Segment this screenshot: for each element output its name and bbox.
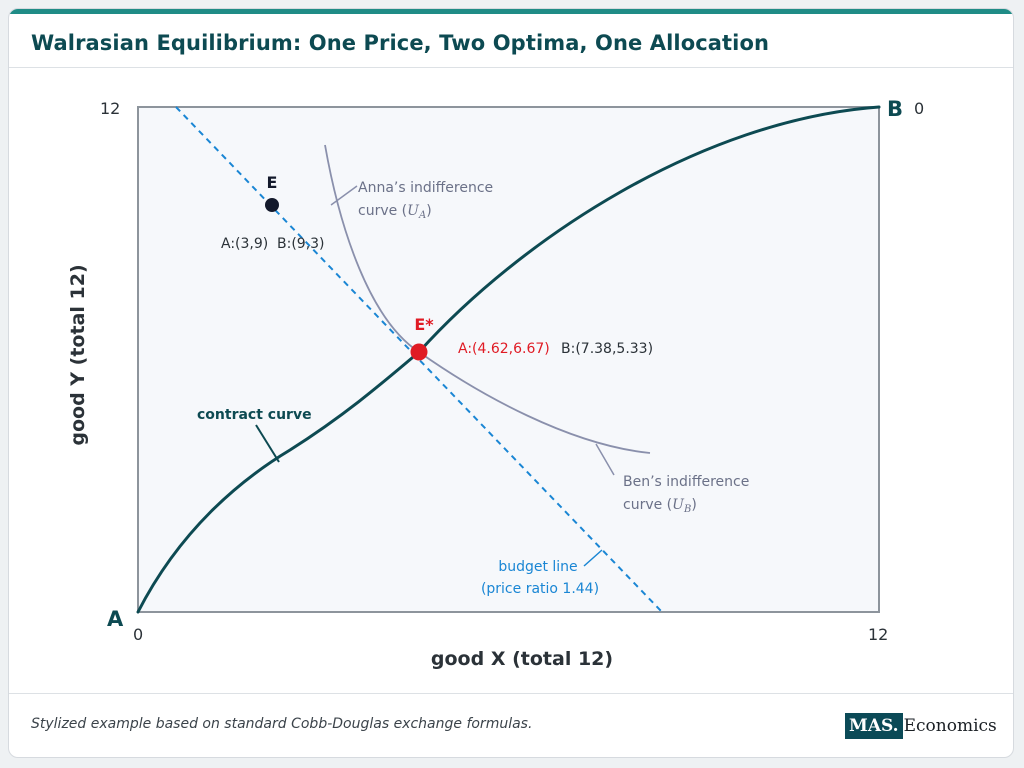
brand-logo: MAS. Economics xyxy=(845,713,997,739)
contract-curve-label: contract curve xyxy=(197,407,312,423)
ben-curve-label-line1: Ben’s indifference xyxy=(623,474,749,490)
footer-note: Stylized example based on standard Cobb-… xyxy=(31,716,533,732)
x-tick-0: 0 xyxy=(133,625,143,644)
endowment-label: E xyxy=(267,173,278,192)
ben-curve-label-line2: curve (UB) xyxy=(623,497,697,515)
x-axis-title: good X (total 12) xyxy=(431,648,613,670)
corner-a-label: A xyxy=(107,607,124,631)
ben-curve-label-subscript: B xyxy=(683,504,691,515)
brand-logo-box: MAS. xyxy=(845,713,903,739)
page-title: Walrasian Equilibrium: One Price, Two Op… xyxy=(31,31,770,55)
equilibrium-alloc-b: B:(7.38,5.33) xyxy=(561,341,653,357)
anna-curve-label-symbol: U xyxy=(407,203,420,219)
edgeworth-box xyxy=(137,106,880,613)
b-origin-tick-0: 0 xyxy=(914,99,924,118)
contract-curve xyxy=(136,105,881,614)
x-tick-12: 12 xyxy=(868,625,888,644)
endowment-alloc-a: A:(3,9) xyxy=(221,236,268,252)
anna-curve-label-subscript: A xyxy=(418,210,426,221)
budget-label-leader xyxy=(583,549,603,567)
anna-label-leader xyxy=(330,185,358,206)
ben-curve-label-suffix: ) xyxy=(691,497,696,513)
anna-curve-label-line2: curve (UA) xyxy=(358,203,432,221)
corner-b-label: B xyxy=(887,97,903,121)
y-tick-12: 12 xyxy=(100,99,120,118)
ben-curve-label-symbol: U xyxy=(672,497,685,513)
contract-label-leader xyxy=(255,424,280,463)
equilibrium-point xyxy=(410,343,428,361)
anna-curve-label-prefix: curve ( xyxy=(358,203,407,219)
budget-line xyxy=(175,106,663,613)
ben-indifference-curve xyxy=(418,351,651,454)
header-divider xyxy=(9,67,1013,68)
ben-label-leader xyxy=(595,443,615,476)
accent-bar xyxy=(9,9,1013,14)
budget-line-label-line2: (price ratio 1.44) xyxy=(481,581,599,597)
budget-line-label-line1: budget line xyxy=(498,559,577,575)
footer-divider xyxy=(9,693,1013,694)
anna-indifference-curve xyxy=(324,144,420,353)
anna-curve-label-suffix: ) xyxy=(426,203,431,219)
brand-logo-text: Economics xyxy=(903,716,997,736)
endowment-point xyxy=(265,198,279,212)
equilibrium-alloc-a: A:(4.62,6.67) xyxy=(458,341,550,357)
anna-curve-label-line1: Anna’s indifference xyxy=(358,180,493,196)
y-axis-title: good Y (total 12) xyxy=(67,264,89,445)
endowment-alloc-b: B:(9,3) xyxy=(277,236,325,252)
ben-curve-label-prefix: curve ( xyxy=(623,497,672,513)
equilibrium-label: E* xyxy=(414,315,434,334)
